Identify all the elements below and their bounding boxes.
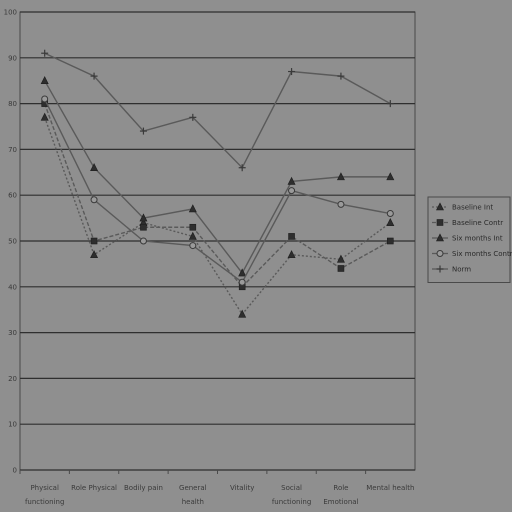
data-point (238, 278, 246, 286)
x-axis-category-labels: Physical functioning Role Physical Bodily p… (19, 470, 414, 506)
legend-marker (436, 202, 444, 211)
data-point (90, 250, 99, 259)
legend-label: Six months Int (452, 235, 503, 243)
data-point (188, 204, 197, 213)
x-category-label: Social functioning (272, 484, 311, 506)
data-point (337, 265, 345, 272)
legend-label: Norm (452, 266, 471, 274)
y-tick-label: 10 (8, 421, 17, 429)
data-point (287, 250, 296, 259)
legend-item: Norm (432, 265, 471, 274)
y-tick-label: 60 (8, 192, 17, 200)
x-category-label: Bodily pain (124, 484, 163, 492)
data-point (238, 268, 247, 277)
legend-item: Baseline Int (432, 202, 493, 212)
data-point (139, 237, 147, 245)
legend: Baseline Int Baseline Contr Six months Int… (427, 196, 512, 283)
y-tick-label: 20 (8, 375, 17, 383)
series-4 (41, 95, 394, 286)
data-point (238, 309, 247, 318)
legend-label: Baseline Int (452, 204, 493, 212)
data-point (140, 223, 147, 231)
legend-item: Six months Int (432, 233, 503, 243)
data-point (386, 100, 394, 108)
y-tick-label: 100 (4, 9, 17, 17)
data-point (90, 196, 98, 204)
data-point (288, 68, 296, 76)
series-line (44, 98, 391, 284)
gridlines (19, 11, 416, 471)
data-point (336, 254, 345, 263)
data-point (386, 218, 395, 226)
data-point (386, 210, 394, 218)
y-axis-tick-labels: 0 10 20 30 40 50 60 70 80 90 100 (4, 9, 17, 475)
data-point (139, 213, 148, 222)
series-5 (41, 49, 394, 172)
data-point (40, 76, 49, 84)
series-3 (40, 76, 395, 277)
y-tick-label: 30 (8, 329, 17, 337)
legend-label: Baseline Contr (452, 219, 503, 227)
x-category-label: Vitality (230, 484, 254, 492)
legend-label: Six months Contr (452, 250, 512, 258)
x-category-label: Role Physical (71, 484, 117, 492)
data-point (41, 95, 49, 103)
data-point (387, 237, 394, 245)
data-point (238, 164, 246, 172)
data-point (336, 172, 345, 181)
data-point (386, 172, 395, 181)
x-category-label: Role Emotional (323, 484, 358, 506)
series-line (44, 52, 391, 169)
data-point (189, 223, 197, 231)
data-point (90, 163, 99, 172)
x-category-label: Mental health (366, 484, 414, 492)
y-tick-label: 70 (8, 146, 17, 154)
legend-item: Six months Contr (432, 250, 512, 258)
data-point (189, 242, 197, 250)
legend-marker (436, 265, 444, 273)
series-lines (40, 49, 395, 318)
data-point (188, 231, 197, 240)
data-point (288, 233, 295, 240)
y-tick-label: 0 (13, 467, 17, 475)
legend-marker (436, 219, 444, 226)
x-category-label: Physical functioning (25, 484, 64, 506)
data-point (40, 112, 49, 121)
legend-item: Baseline Contr (432, 219, 503, 227)
data-point (337, 200, 345, 208)
y-tick-label: 40 (8, 283, 17, 291)
data-point (139, 127, 147, 135)
legend-marker (436, 233, 444, 242)
y-tick-label: 80 (8, 100, 17, 108)
y-tick-label: 90 (8, 54, 17, 62)
data-point (41, 49, 49, 57)
series-line (44, 80, 391, 275)
legend-marker (436, 250, 444, 257)
data-point (287, 176, 296, 185)
data-point (337, 72, 345, 80)
data-point (288, 187, 296, 195)
series-line (44, 103, 391, 288)
y-tick-label: 50 (8, 238, 17, 246)
data-point (189, 113, 197, 121)
x-category-label: General health (179, 484, 207, 506)
data-point (90, 237, 98, 245)
data-point (90, 72, 98, 80)
